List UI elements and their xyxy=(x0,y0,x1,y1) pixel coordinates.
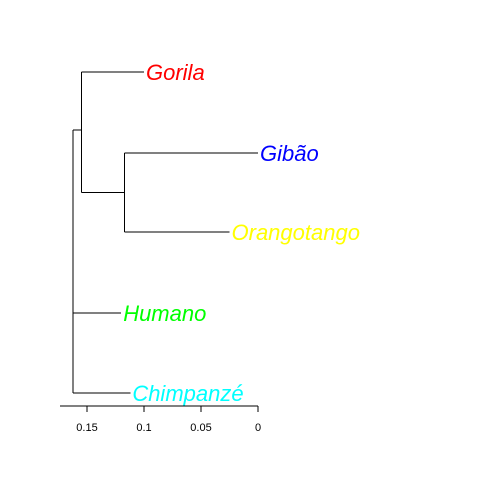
distance-axis: 0.15 0.1 0.05 0 xyxy=(60,405,261,434)
tip-label-orangotango: Orangotango xyxy=(232,220,360,245)
axis-tick-label: 0.15 xyxy=(76,422,97,434)
tip-labels: Gorila Gibão Orangotango Humano Chimpanzé xyxy=(123,60,360,406)
tip-label-humano: Humano xyxy=(123,301,206,326)
tip-label-gibao: Gibão xyxy=(260,141,319,166)
tip-label-gorila: Gorila xyxy=(146,60,205,85)
axis-tick-label: 0.05 xyxy=(190,422,211,434)
axis-tick-label: 0.1 xyxy=(136,422,151,434)
axis-tick-label: 0 xyxy=(255,422,261,434)
tree-branches xyxy=(72,71,258,394)
tip-label-chimpanze: Chimpanzé xyxy=(132,381,243,406)
